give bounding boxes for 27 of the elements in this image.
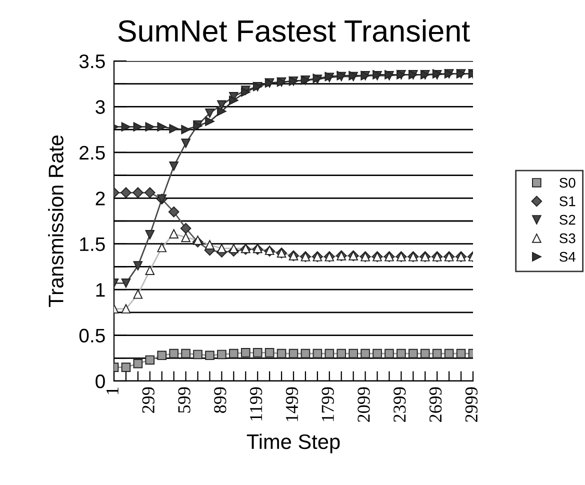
y-tick-label: 0 [96,374,105,388]
y-axis-title: Transmission Rate [48,135,64,307]
y-tick-label: 3.5 [79,54,105,68]
y-tick-label: 1.5 [80,238,105,252]
legend-label: S4 [560,252,576,262]
y-tick-label: 1 [96,283,105,297]
x-tick-label: 2099 [358,387,370,422]
legend-label: S1 [560,196,576,206]
x-tick-label: 299 [142,387,154,413]
legend-label: S2 [560,214,576,225]
y-tick-label: 2 [96,192,105,206]
legend-label: S0 [560,178,576,188]
x-tick-label: 2999 [465,387,478,422]
x-tick-label: 1 [106,388,118,394]
x-axis-title: Time Step [246,434,340,454]
x-tick-label: 599 [178,387,190,413]
y-tick-label: 2.5 [80,146,105,160]
chart-title: SumNet Fastest Transient [118,19,470,42]
x-tick-label: 899 [214,387,226,413]
x-tick-label: 1199 [250,387,262,420]
legend-label: S3 [560,233,576,244]
x-tick-label: 2399 [394,387,406,422]
y-tick-label: 3 [96,100,105,114]
x-tick-label: 2699 [429,387,442,422]
x-tick-label: 1799 [322,387,334,422]
y-tick-label: 0.5 [79,328,105,343]
x-tick-label: 1499 [286,387,298,422]
